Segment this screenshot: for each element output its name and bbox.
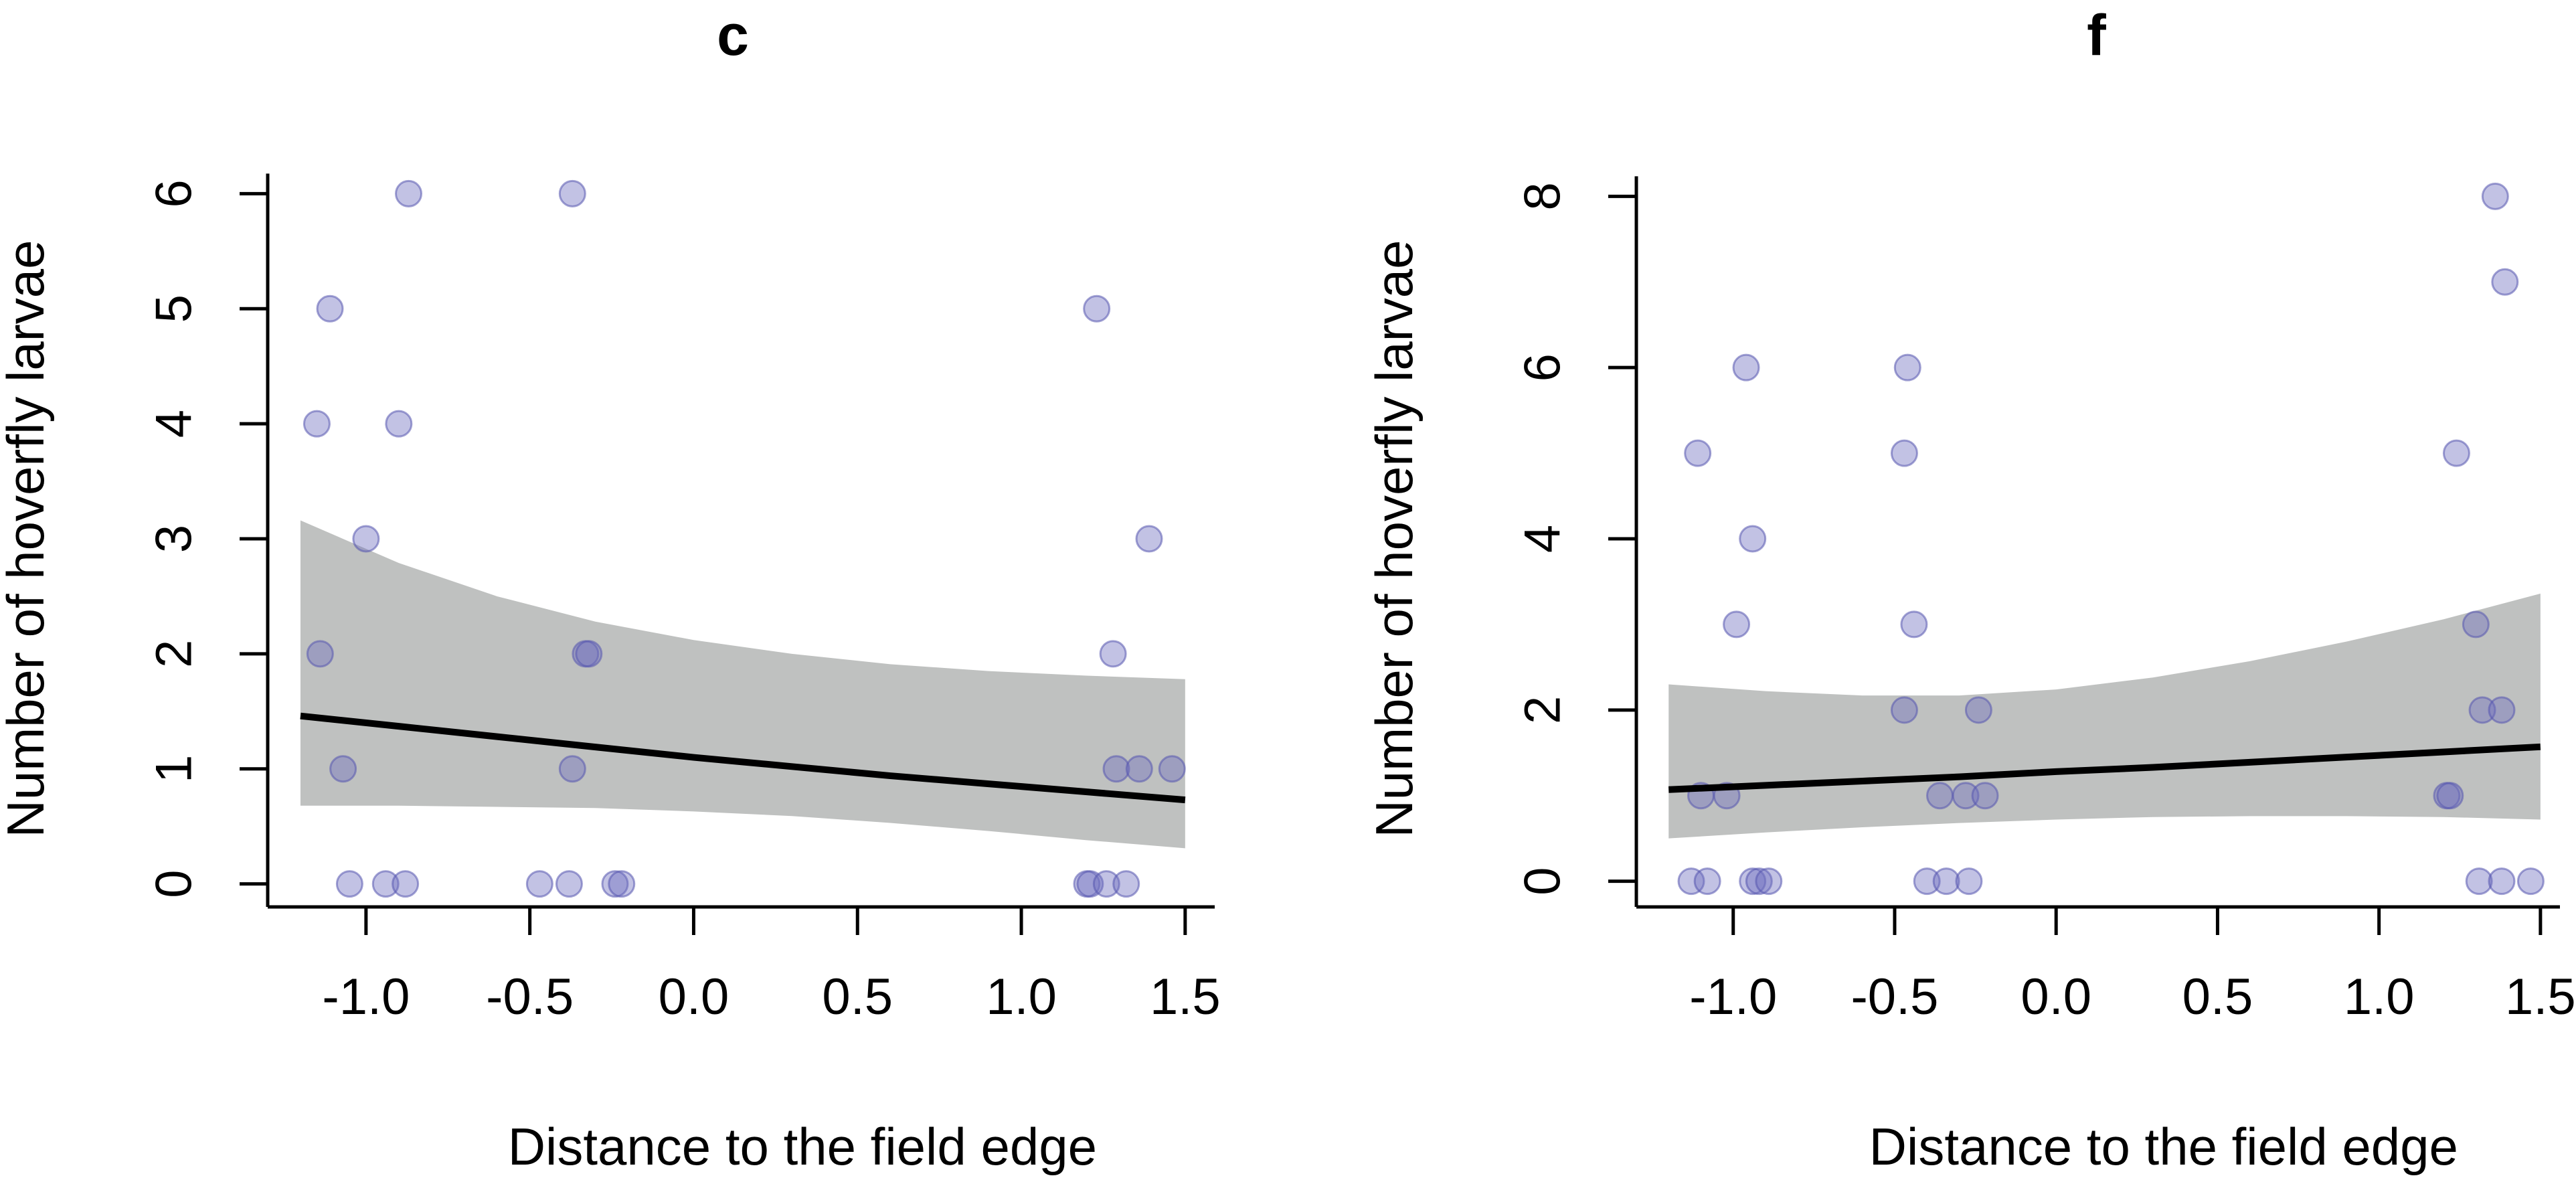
x-tick-label: 1.5 <box>2505 968 2576 1025</box>
confidence-band <box>300 520 1185 849</box>
data-point <box>1125 755 1153 783</box>
data-point <box>1890 696 1918 724</box>
data-point <box>2465 867 2493 896</box>
data-point <box>1745 867 1773 896</box>
data-point <box>1739 525 1767 553</box>
data-point <box>1677 867 1705 896</box>
y-tick-label: 8 <box>1515 182 1571 210</box>
data-point <box>2462 610 2490 639</box>
x-tick-label: -1.0 <box>1689 968 1777 1025</box>
panel-f: f Number of hoverfly larvae Distance to … <box>1365 3 2576 1176</box>
data-point <box>2516 867 2545 896</box>
data-point <box>1964 696 1992 724</box>
data-point <box>1893 353 1921 382</box>
data-point <box>352 525 380 553</box>
fit-line <box>300 712 1186 804</box>
data-point <box>329 755 357 783</box>
data-point <box>1913 867 1941 896</box>
data-point <box>316 294 344 323</box>
y-tick-label: 0 <box>1515 867 1571 895</box>
x-tick-label: 1.0 <box>2344 968 2415 1025</box>
data-point <box>1099 640 1127 668</box>
y-tick-label: 6 <box>1515 353 1571 382</box>
fit-line <box>1668 743 2541 793</box>
data-point <box>2442 439 2470 467</box>
data-point <box>1890 439 1918 467</box>
data-point <box>1755 867 1783 896</box>
y-tick-label: 5 <box>146 294 203 323</box>
data-point <box>558 179 586 207</box>
data-point <box>601 870 629 898</box>
data-point <box>555 870 583 898</box>
x-tick-label: 1.5 <box>1150 968 1221 1025</box>
data-point <box>1723 610 1751 639</box>
data-point <box>1932 867 1960 896</box>
data-point <box>335 870 363 898</box>
data-point <box>1102 755 1130 783</box>
data-point <box>385 410 413 438</box>
y-tick-label: 4 <box>1515 525 1571 553</box>
data-point <box>558 755 586 783</box>
y-tick-label: 6 <box>146 179 203 207</box>
x-tick-label: -1.0 <box>322 968 410 1025</box>
x-axis-label: Distance to the field edge <box>508 1117 1097 1176</box>
x-tick-label: -0.5 <box>486 968 574 1025</box>
x-axis-label: Distance to the field edge <box>1869 1117 2458 1176</box>
data-point <box>525 870 553 898</box>
data-point <box>1135 525 1163 553</box>
y-tick-label: 0 <box>146 869 203 898</box>
y-tick-label: 2 <box>146 640 203 668</box>
x-tick-label: 0.5 <box>2182 968 2253 1025</box>
confidence-band <box>1668 593 2541 839</box>
panel-title: f <box>2087 3 2106 68</box>
panel-title: c <box>717 3 749 68</box>
data-point <box>1684 439 1712 467</box>
data-point <box>1900 610 1928 639</box>
y-tick-label: 4 <box>146 410 203 438</box>
data-point <box>2488 696 2516 724</box>
y-tick-label: 3 <box>146 525 203 553</box>
data-point <box>2488 867 2516 896</box>
data-point <box>1092 870 1120 898</box>
y-axis-label: Number of hoverfly larvae <box>0 240 55 837</box>
data-point <box>1158 755 1186 783</box>
data-point <box>306 640 334 668</box>
data-point <box>2436 782 2464 810</box>
data-point <box>303 410 331 438</box>
data-point <box>1952 782 1980 810</box>
y-tick-label: 2 <box>1515 696 1571 724</box>
data-point <box>1971 782 1999 810</box>
data-point <box>1926 782 1954 810</box>
data-point <box>392 870 420 898</box>
data-point <box>395 179 423 207</box>
data-point <box>1739 867 1767 896</box>
data-point <box>575 640 603 668</box>
panel-c: c Number of hoverfly larvae Distance to … <box>0 3 1221 1176</box>
data-point <box>2491 268 2519 296</box>
y-tick-label: 1 <box>146 755 203 783</box>
data-point <box>1083 294 1111 323</box>
data-point <box>2481 182 2509 210</box>
data-point <box>608 870 636 898</box>
x-tick-label: 0.0 <box>659 968 729 1025</box>
data-point <box>371 870 400 898</box>
x-tick-label: 0.5 <box>822 968 893 1025</box>
data-point <box>1732 353 1760 382</box>
data-point <box>1112 870 1140 898</box>
data-point <box>1955 867 1983 896</box>
data-point <box>2468 696 2496 724</box>
data-point <box>1693 867 1721 896</box>
x-tick-label: -0.5 <box>1851 968 1938 1025</box>
x-tick-label: 1.0 <box>986 968 1057 1025</box>
y-axis-label: Number of hoverfly larvae <box>1365 240 1424 837</box>
x-tick-label: 0.0 <box>2021 968 2091 1025</box>
